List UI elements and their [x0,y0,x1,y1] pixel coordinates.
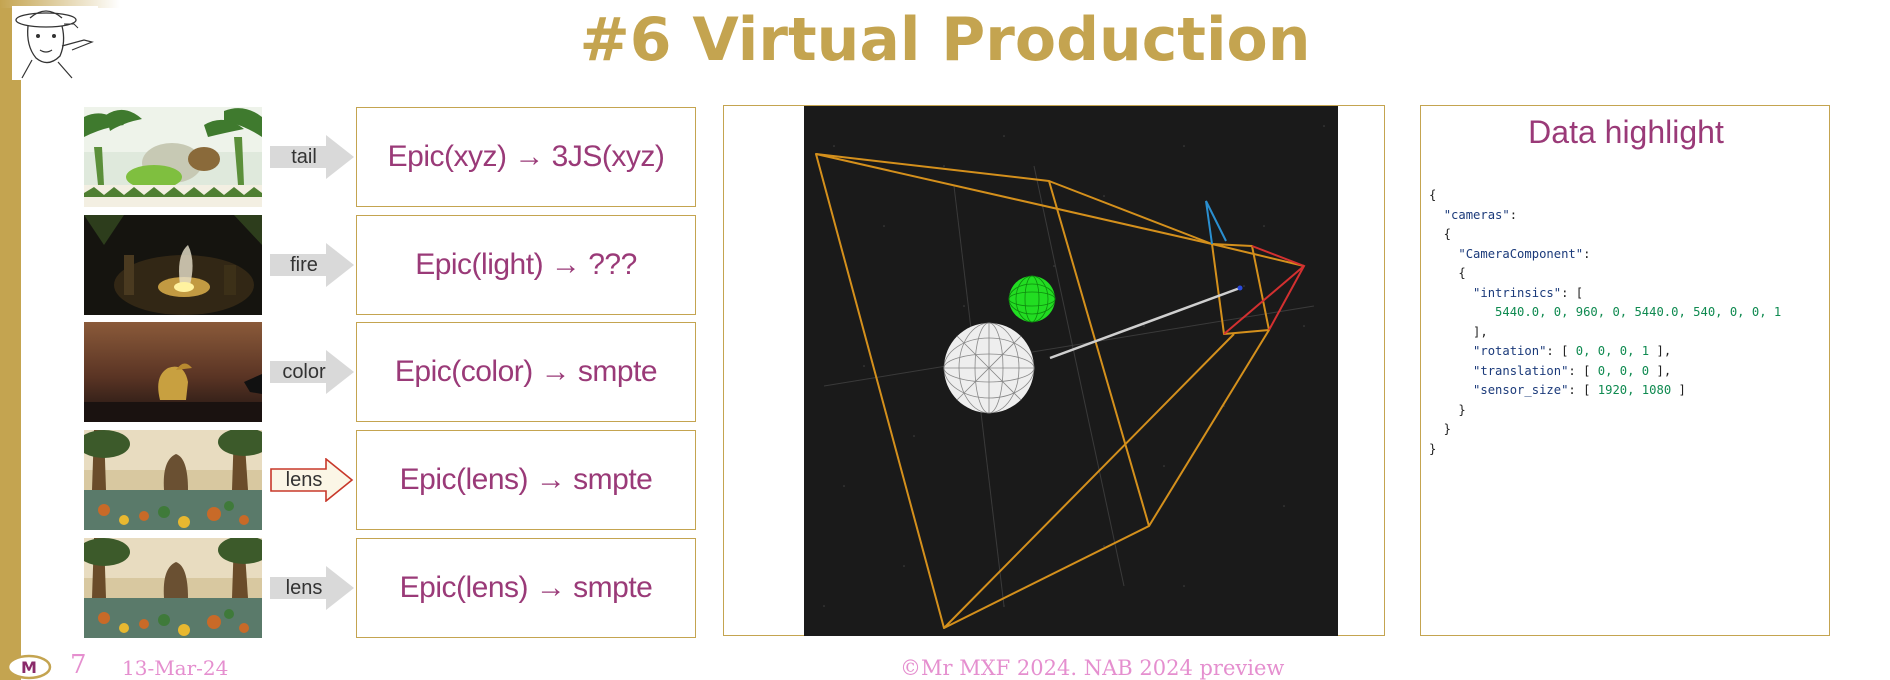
arrow-shape [270,135,354,179]
arrow-shape-highlighted [270,458,354,502]
arrow-shape [270,243,354,287]
arrow-label-text: lens [285,469,323,491]
mapping-box: Epic(light) → ??? [356,215,696,315]
thumbnail-jungle-tail [84,107,262,207]
arrow-label-tail: tail [270,135,354,179]
thumbnail-swamp-lens-2 [84,538,262,638]
mapping-row-lens: lens Epic(lens) → smpte [84,538,696,638]
arrow-label-text: lens [285,577,323,599]
arrow-label-lens: lens [270,566,354,610]
json-code-block: { "cameras": { "CameraComponent": { "int… [1429,188,1782,456]
arrow-label-text: fire [290,254,318,276]
arrow-shape [270,566,354,610]
arrow-label-text: color [282,361,326,383]
json-value: 5440.0, 0, 960, 0, 5440.0, 540, 0, 0, 1 [1495,305,1782,319]
data-highlight-title: Data highlight [1528,114,1724,150]
footer-logo-letter: M [21,658,37,677]
mapping-box: Epic(lens) → smpte [356,430,696,530]
json-value: 1920, 1080 [1597,383,1672,397]
top-accent-fade [0,0,120,8]
mapping-box: Epic(xyz) → 3JS(xyz) [356,107,696,207]
mapping-row-lens-highlighted: lens Epic(lens) → smpte [84,430,696,530]
frustum-canvas[interactable] [804,106,1338,636]
mapping-box: Epic(lens) → smpte [356,538,696,638]
copyright-notice: ©Mr MXF 2024. NAB 2024 preview [900,656,1285,680]
camera-frustum-viewport[interactable] [723,105,1385,636]
thumbnail-color-dusk [84,322,262,422]
json-key: "sensor_size" [1473,383,1569,397]
arrow-label-text: tail [291,146,317,168]
left-accent-bar [0,0,21,680]
mapping-row-tail: tail Epic(xyz) → 3JS(xyz) [84,107,696,207]
thumbnail-swamp-lens [84,430,262,530]
mxf-footer-logo: M [6,654,52,680]
arrow-label-color: color [270,350,354,394]
json-key: "CameraComponent" [1458,246,1584,261]
json-key: "cameras" [1443,207,1510,222]
thumbnail-campfire [84,215,262,315]
json-key: "translation" [1473,363,1569,378]
json-value: 0, 0, 0 [1597,363,1650,378]
data-highlight-panel: Data highlight { "cameras": { "CameraCom… [1420,105,1830,636]
arrow-label-fire: fire [270,243,354,287]
page-number: 7 [70,650,87,680]
mapping-box: Epic(color) → smpte [356,322,696,422]
arrow-label-lens-highlighted: lens [270,458,354,502]
arrow-shape [270,350,354,394]
mapping-row-fire: fire Epic(light) → ??? [84,215,696,315]
mr-mxf-logo [12,6,98,80]
json-key: "intrinsics" [1473,285,1562,300]
json-key: "rotation" [1473,344,1547,358]
mapping-row-color: color Epic(color) → smpte [84,322,696,422]
slide-title: #6 Virtual Production [579,5,1311,75]
json-value: 0, 0, 0, 1 [1575,344,1650,358]
slide-date: 13-Mar-24 [122,656,229,680]
